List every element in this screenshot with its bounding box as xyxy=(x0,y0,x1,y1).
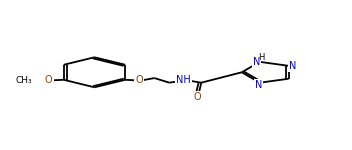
Text: N: N xyxy=(253,57,260,67)
Text: N: N xyxy=(289,61,297,71)
Text: N: N xyxy=(254,80,262,90)
Text: NH: NH xyxy=(176,75,191,85)
Text: O: O xyxy=(194,92,201,102)
Text: H: H xyxy=(258,53,264,62)
Text: O: O xyxy=(45,75,52,85)
Text: CH₃: CH₃ xyxy=(16,76,32,85)
Text: O: O xyxy=(136,75,143,85)
